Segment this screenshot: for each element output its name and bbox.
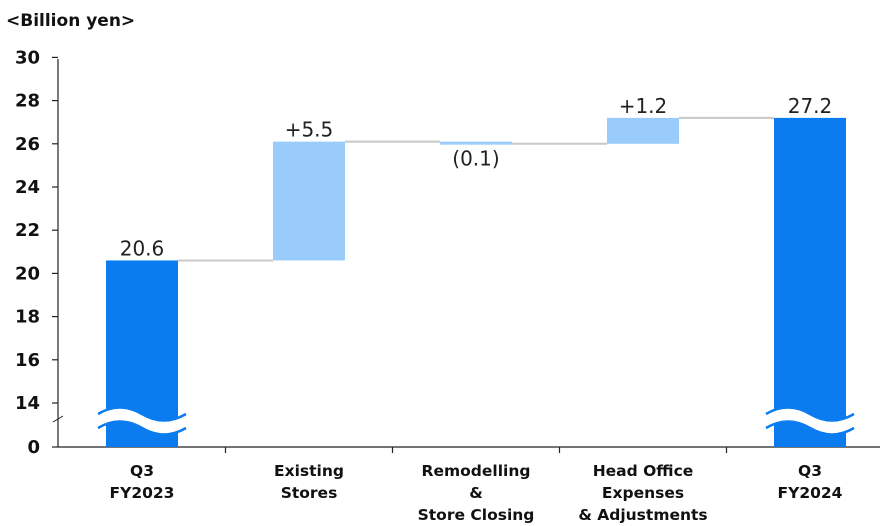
value-label: 20.6 (120, 236, 165, 260)
category-label: FY2024 (778, 484, 843, 502)
category-label: & (469, 484, 483, 502)
category-label: Store Closing (418, 506, 535, 524)
axis-break-line (97, 420, 187, 436)
category-label: Expenses (602, 484, 684, 502)
connectors (178, 116, 774, 262)
axis-break-gap (98, 407, 188, 435)
y-tick-label: 26 (15, 134, 40, 155)
y-tick-label: 28 (15, 91, 40, 112)
y-axis-break-mark (52, 415, 64, 423)
axes (52, 56, 880, 453)
value-label: +5.5 (285, 118, 334, 142)
value-label: (0.1) (452, 147, 499, 171)
y-tick-label: 20 (15, 263, 40, 284)
y-tick-label: 18 (15, 307, 40, 328)
y-tick-label: 16 (15, 350, 40, 371)
category-label: Stores (281, 484, 338, 502)
category-label: FY2023 (110, 484, 175, 502)
value-labels: 20.6 +5.5 (0.1) +1.2 27.2 (120, 94, 833, 261)
y-tick-label: 24 (15, 177, 40, 198)
category-label: & Adjustments (578, 506, 707, 524)
unit-label: <Billion yen> (6, 11, 135, 31)
axis-breaks (52, 406, 856, 436)
y-tick-label: 14 (15, 393, 40, 414)
category-label: Remodelling (422, 462, 531, 480)
category-label: Existing (274, 462, 344, 480)
y-tick-label: 30 (15, 47, 40, 68)
bar-existing-stores (273, 141, 345, 261)
bar-remodelling-store-closing (440, 141, 512, 145)
y-tick-label: 22 (15, 220, 40, 241)
bar-head-office-expenses-adjustments (607, 117, 679, 144)
axis-break-line (765, 420, 855, 436)
axis-break-gap (766, 407, 856, 435)
x-category-labels: Q3 FY2023 Existing Stores Remodelling & Store … (110, 462, 843, 524)
bar-q3-fy2024 (774, 117, 846, 447)
category-label: Q3 (130, 462, 154, 480)
axis-break-line (765, 406, 855, 422)
value-label: +1.2 (619, 94, 668, 118)
y-tick-labels: 0 14 16 18 20 22 24 26 28 30 (15, 47, 40, 458)
axis-break-line (97, 406, 187, 422)
value-label: 27.2 (788, 94, 833, 118)
category-label: Q3 (798, 462, 822, 480)
y-tick-label: 0 (27, 437, 40, 458)
category-label: Head Office (593, 462, 694, 480)
